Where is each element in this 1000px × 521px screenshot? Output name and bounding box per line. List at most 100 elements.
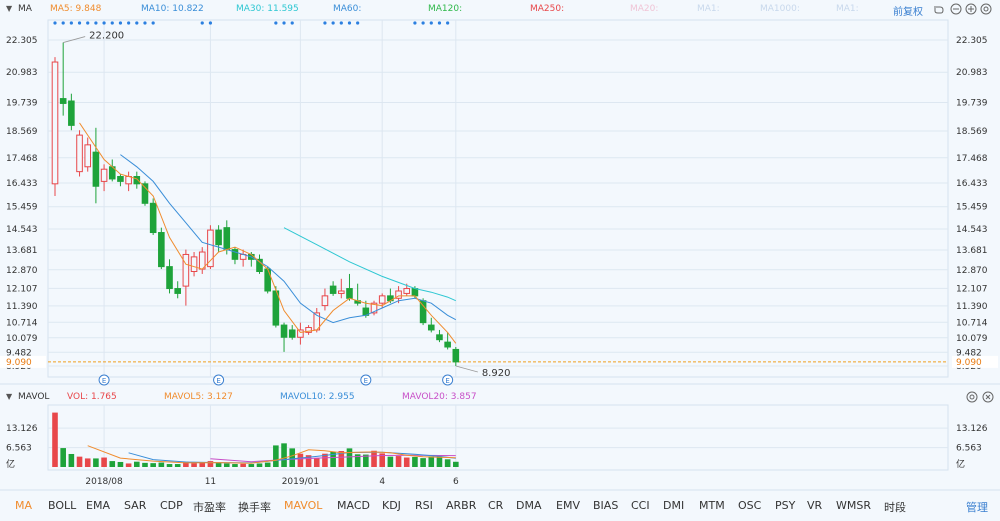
- volume-bar: [166, 464, 173, 467]
- x-axis-label: 6: [453, 477, 459, 487]
- event-dot: [118, 21, 123, 25]
- volume-bar: [297, 453, 304, 467]
- volume-bar: [281, 443, 287, 467]
- tab-arbr[interactable]: ARBR: [446, 499, 477, 512]
- volume-bar: [134, 461, 140, 467]
- event-dot: [421, 21, 425, 25]
- price-indicator-name[interactable]: MA: [18, 4, 32, 14]
- event-dot: [446, 21, 450, 25]
- price-tick-left: 10.079: [6, 334, 38, 344]
- volume-bar: [109, 461, 116, 467]
- tab-市盈率[interactable]: 市盈率: [193, 501, 226, 514]
- zoom-in-icon[interactable]: [965, 3, 977, 15]
- volume-bar: [150, 463, 156, 467]
- volume-bar: [273, 445, 279, 467]
- x-axis-label: 2018/08: [85, 477, 123, 487]
- tab-vr[interactable]: VR: [807, 499, 823, 512]
- volume-bar: [313, 458, 320, 467]
- event-dot: [110, 21, 114, 25]
- price-tick-right: 10.079: [956, 334, 988, 344]
- mavol20-label: MAVOL20: 3.857: [402, 392, 477, 402]
- volume-bar: [248, 464, 255, 467]
- tab-rsi[interactable]: RSI: [415, 499, 433, 512]
- tab-时段[interactable]: 时段: [884, 501, 906, 514]
- zoom-out-icon[interactable]: [950, 3, 962, 15]
- vol-collapse-triangle-icon[interactable]: ▼: [6, 392, 13, 401]
- price-tick-left: 11.390: [6, 302, 38, 312]
- ma10-label: MA10: 10.822: [141, 4, 204, 14]
- tab-sar[interactable]: SAR: [124, 499, 147, 512]
- volume-bar: [191, 463, 197, 467]
- tab-osc[interactable]: OSC: [738, 499, 762, 512]
- tab-换手率[interactable]: 换手率: [238, 501, 271, 514]
- tab-mtm[interactable]: MTM: [699, 499, 725, 512]
- event-marker-circle: [360, 374, 372, 386]
- price-tick-left: 14.543: [6, 225, 38, 235]
- price-tick-right: 17.468: [956, 154, 988, 164]
- close-icon[interactable]: [982, 391, 994, 403]
- event-marker-circle: [98, 374, 110, 386]
- volume-bar: [412, 456, 418, 467]
- candle-body: [264, 268, 271, 292]
- tab-emv[interactable]: EMV: [556, 499, 580, 512]
- tab-ema[interactable]: EMA: [86, 499, 110, 512]
- candle-body: [84, 144, 92, 168]
- volume-bar: [52, 412, 58, 467]
- ma30-label: MA30: 11.595: [236, 4, 299, 14]
- settings-icon[interactable]: [980, 3, 992, 15]
- tab-psy[interactable]: PSY: [775, 499, 796, 512]
- low-annotation-leader: [455, 365, 478, 373]
- event-dot: [331, 21, 335, 25]
- volume-unit-right: 亿: [956, 458, 965, 470]
- price-tick-left: 18.569: [6, 127, 38, 137]
- price-tick-right: 9.482: [956, 348, 982, 358]
- undo-icon[interactable]: [932, 3, 944, 15]
- volume-bar: [60, 448, 66, 467]
- tab-kdj[interactable]: KDJ: [382, 499, 401, 512]
- event-dot: [323, 21, 327, 25]
- vol-settings-icon[interactable]: [966, 391, 978, 403]
- adjust-mode-button[interactable]: 前复权: [893, 7, 923, 18]
- event-marker-label: E: [364, 377, 368, 385]
- tab-ma[interactable]: MA: [15, 499, 33, 512]
- candle-body: [378, 295, 386, 304]
- volume-bar: [387, 456, 394, 467]
- ma20-label: MA20:: [630, 4, 659, 14]
- volume-bar: [207, 461, 214, 467]
- candle-body: [207, 229, 214, 268]
- tab-cdp[interactable]: CDP: [160, 499, 183, 512]
- price-tick-right: 20.983: [956, 68, 988, 78]
- price-tick-right: 18.569: [956, 127, 988, 137]
- volume-bar: [444, 459, 451, 467]
- tab-mavol[interactable]: MAVOL: [284, 499, 323, 512]
- tab-wmsr[interactable]: WMSR: [836, 499, 871, 512]
- candle-body: [370, 302, 378, 314]
- event-dot: [429, 21, 433, 25]
- tab-cr[interactable]: CR: [488, 499, 504, 512]
- volume-bar: [354, 454, 361, 467]
- ma10-line: [120, 154, 457, 324]
- mavol10-label: MAVOL10: 2.955: [280, 392, 355, 402]
- tab-cci[interactable]: CCI: [631, 499, 650, 512]
- volume-bar: [174, 464, 181, 467]
- event-dot: [356, 21, 360, 25]
- tab-bias[interactable]: BIAS: [593, 499, 619, 512]
- candle-body: [59, 98, 67, 104]
- tab-boll[interactable]: BOLL: [48, 499, 77, 512]
- price-tick-right: 14.543: [956, 225, 988, 235]
- collapse-triangle-icon[interactable]: ▼: [6, 4, 13, 13]
- volume-bar: [289, 448, 296, 467]
- price-tick-left: 10.714: [6, 318, 38, 328]
- candle-body: [92, 151, 100, 187]
- tab-macd[interactable]: MACD: [337, 499, 370, 512]
- manage-button[interactable]: 管理: [966, 501, 988, 514]
- event-dot: [61, 21, 65, 25]
- event-dot: [347, 21, 352, 25]
- vol-indicator-name[interactable]: MAVOL: [18, 392, 50, 402]
- tab-dma[interactable]: DMA: [516, 499, 542, 512]
- vol-label: VOL: 1.765: [67, 392, 117, 402]
- tab-dmi[interactable]: DMI: [663, 499, 685, 512]
- price-tick-right: 11.390: [956, 302, 988, 312]
- candle-body: [133, 176, 141, 185]
